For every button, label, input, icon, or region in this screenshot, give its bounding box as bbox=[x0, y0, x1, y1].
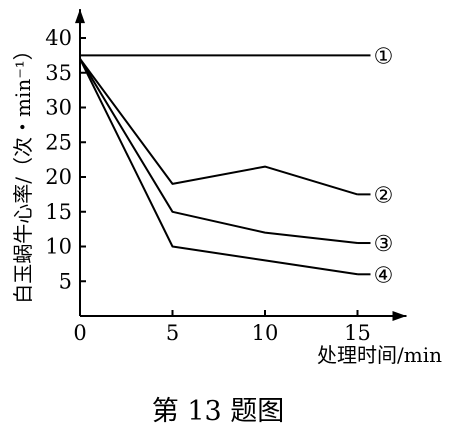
x-tick-label: 5 bbox=[166, 321, 179, 345]
y-tick-label: 5 bbox=[59, 269, 72, 293]
series-label-4: ④ bbox=[374, 263, 394, 288]
series-label-1: ① bbox=[374, 44, 394, 69]
x-axis-arrow bbox=[392, 311, 407, 321]
y-tick-label: 10 bbox=[45, 235, 72, 259]
series-label-3: ③ bbox=[374, 232, 394, 257]
x-tick-label: 10 bbox=[252, 321, 279, 345]
series-labels: ① ② ③ ④ bbox=[357, 44, 394, 288]
x-tick-label: 15 bbox=[344, 321, 371, 345]
series-line-4 bbox=[79, 58, 358, 276]
series-line-2 bbox=[79, 58, 358, 196]
y-axis-label: 白玉蜗牛心率/（次・min⁻¹） bbox=[11, 40, 35, 304]
y-axis-arrow bbox=[75, 9, 85, 24]
y-tick-label: 40 bbox=[45, 26, 72, 50]
series-label-2: ② bbox=[374, 183, 394, 208]
series-line-3 bbox=[79, 58, 358, 244]
y-tick-label: 15 bbox=[45, 200, 72, 224]
x-axis-label: 处理时间/min bbox=[317, 343, 442, 367]
y-tick-label: 35 bbox=[45, 61, 72, 85]
figure-caption: 第 13 题图 bbox=[152, 396, 285, 427]
x-tick-label: 0 bbox=[73, 321, 86, 345]
series-lines bbox=[79, 54, 358, 276]
y-tick-label: 30 bbox=[45, 96, 72, 120]
y-tick-label: 20 bbox=[45, 165, 72, 189]
axes: 0 5 10 15 5 10 15 20 25 30 35 40 bbox=[45, 9, 407, 345]
y-tick-label: 25 bbox=[45, 130, 72, 154]
